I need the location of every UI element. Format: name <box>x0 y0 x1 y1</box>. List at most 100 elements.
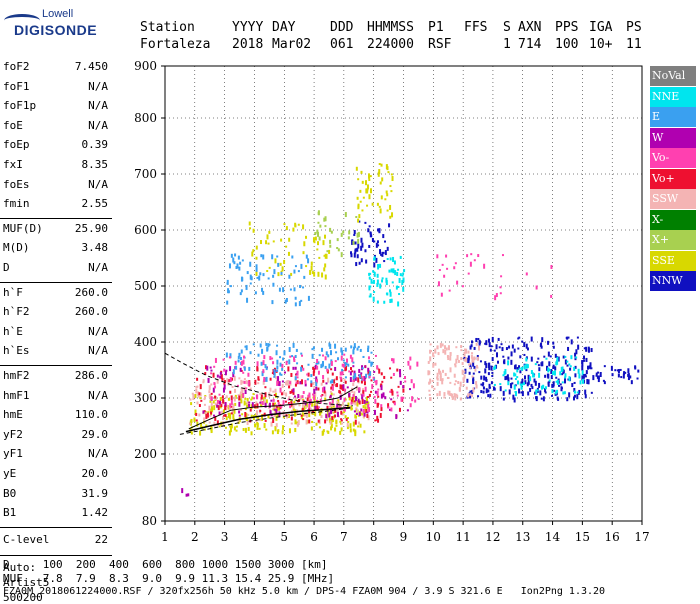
echo-point <box>328 401 331 405</box>
echo-point <box>340 418 343 421</box>
echo-point <box>308 412 311 418</box>
echo-point <box>543 355 546 358</box>
echo-point <box>268 402 271 408</box>
echo-point <box>355 412 358 415</box>
echo-point <box>544 391 547 394</box>
echo-point <box>391 212 394 218</box>
echo-point <box>224 413 227 417</box>
echo-point <box>228 412 231 416</box>
echo-point <box>270 421 273 427</box>
echo-point <box>379 283 382 289</box>
echo-point <box>364 365 367 368</box>
x-tick-label: 15 <box>575 530 590 544</box>
echo-point <box>566 397 569 402</box>
echo-point <box>436 254 439 259</box>
echo-point <box>525 272 528 276</box>
echo-point <box>282 416 285 419</box>
echo-point <box>309 398 312 404</box>
echo-point <box>200 399 203 402</box>
echo-point <box>290 401 293 407</box>
echo-point <box>587 346 590 352</box>
echo-point <box>380 407 383 412</box>
echo-point <box>518 365 521 369</box>
echo-point <box>617 373 620 378</box>
echo-point <box>336 238 339 242</box>
echo-point <box>351 357 354 363</box>
echo-point <box>396 391 399 394</box>
legend-item: Vo+ <box>650 168 696 189</box>
echo-point <box>302 398 305 401</box>
echo-point <box>281 266 284 272</box>
echo-point <box>360 258 363 263</box>
echo-point <box>328 412 331 418</box>
echo-point <box>202 410 205 414</box>
echo-point <box>240 349 243 354</box>
echo-point <box>352 394 355 398</box>
echo-point <box>441 378 444 382</box>
echo-point <box>380 372 383 376</box>
echo-point <box>261 287 264 292</box>
param-value: 110.0 <box>74 408 108 422</box>
echo-point <box>399 380 402 385</box>
echo-point <box>544 386 547 390</box>
echo-point <box>530 383 533 387</box>
echo-point <box>256 416 259 419</box>
echo-point <box>276 344 279 347</box>
echo-point <box>221 395 224 399</box>
echo-point <box>203 428 206 431</box>
x-tick-label: 7 <box>340 530 348 544</box>
echo-point <box>436 377 439 381</box>
echo-point <box>330 426 333 431</box>
echo-point <box>331 399 334 404</box>
echo-point <box>355 407 358 410</box>
legend-item: NNW <box>650 271 696 291</box>
echo-point <box>567 336 570 339</box>
echo-point <box>358 214 361 219</box>
echo-point <box>548 361 551 367</box>
echo-point <box>214 357 217 363</box>
echo-point <box>246 401 249 405</box>
echo-point <box>320 408 323 414</box>
echo-point <box>535 285 538 290</box>
echo-point <box>299 395 302 401</box>
header-row1-cell: FFS <box>464 20 488 35</box>
echo-point <box>313 367 316 373</box>
echo-point <box>399 369 402 375</box>
param-value: N/A <box>88 79 108 93</box>
echo-point <box>209 408 212 413</box>
echo-point <box>571 383 574 388</box>
echo-point <box>275 350 278 356</box>
echo-point <box>289 403 292 409</box>
echo-point <box>283 350 286 356</box>
echo-point <box>455 358 458 364</box>
echo-point <box>240 369 243 372</box>
echo-point <box>325 382 328 385</box>
echo-point <box>235 265 238 269</box>
echo-point <box>363 412 366 417</box>
echo-point <box>577 344 580 350</box>
echo-point <box>299 284 302 288</box>
echo-point <box>338 405 341 408</box>
echo-point <box>401 274 404 277</box>
echo-point <box>485 376 488 381</box>
echo-point <box>273 394 276 397</box>
echo-point <box>275 415 278 421</box>
echo-point <box>438 269 441 272</box>
echo-point <box>362 390 365 395</box>
echo-point <box>308 397 311 402</box>
echo-point <box>372 279 375 284</box>
echo-point <box>297 270 300 273</box>
echo-point <box>288 359 291 365</box>
echo-point <box>373 376 376 381</box>
echo-point <box>352 380 355 383</box>
echo-point <box>490 381 493 385</box>
echo-point <box>389 390 392 393</box>
echo-point <box>505 375 508 380</box>
echo-point <box>624 371 627 374</box>
header-row1-cell: DDD <box>330 20 354 35</box>
echo-point <box>330 424 333 429</box>
echo-point <box>273 370 276 376</box>
legend-item: E <box>650 107 696 127</box>
echo-point <box>367 356 370 360</box>
echo-point <box>328 405 331 408</box>
